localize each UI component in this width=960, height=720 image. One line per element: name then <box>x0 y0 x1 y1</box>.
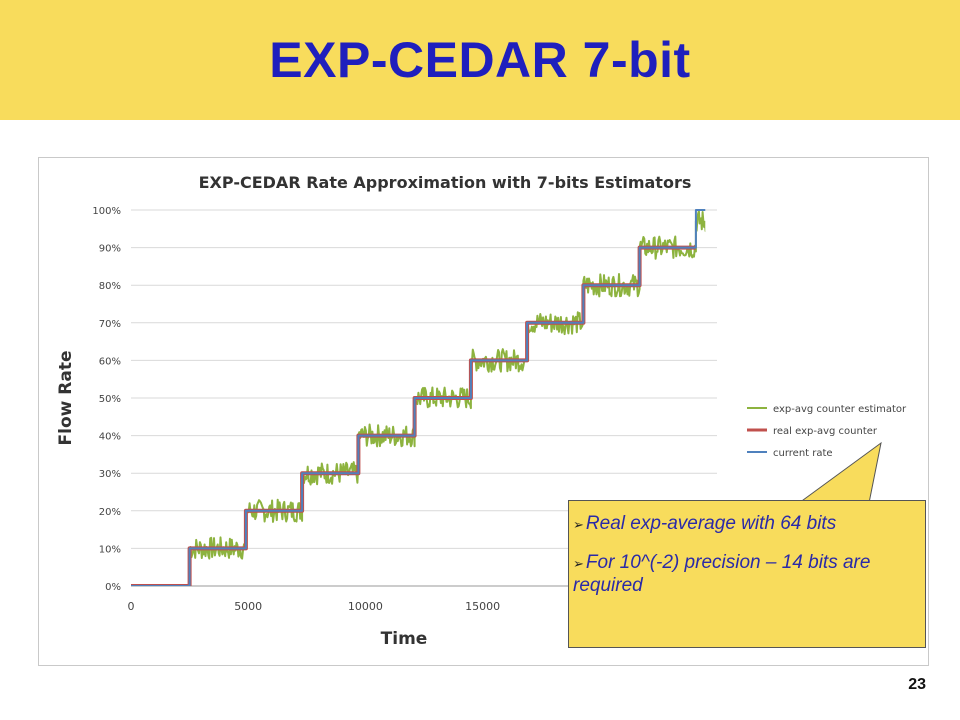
callout-bullet-1: ➢ Real exp-average with 64 bits <box>573 513 837 534</box>
series-line-1 <box>131 210 706 586</box>
x-tick-label: 0 <box>128 600 135 613</box>
title-banner <box>0 0 960 120</box>
y-tick-label: 100% <box>92 206 121 217</box>
y-tick-label: 60% <box>99 356 121 367</box>
y-tick-label: 40% <box>99 432 121 443</box>
page-number: 23 <box>908 676 926 693</box>
arrow-bullet-icon: ➢ <box>573 517 584 532</box>
x-tick-label: 10000 <box>348 600 383 613</box>
slide-title: EXP-CEDAR 7-bit <box>269 32 691 88</box>
arrow-bullet-icon: ➢ <box>573 556 584 571</box>
legend-label: current rate <box>773 448 833 459</box>
y-tick-label: 20% <box>99 507 121 518</box>
x-tick-label: 15000 <box>465 600 500 613</box>
x-tick-label: 5000 <box>234 600 262 613</box>
y-tick-label: 70% <box>99 319 121 330</box>
series-line-3 <box>131 209 706 586</box>
legend-label: real exp-avg counter <box>773 426 878 437</box>
x-axis-label: Time <box>381 629 428 649</box>
callout-box: ➢ Real exp-average with 64 bits ➢ For 10^(… <box>568 500 926 648</box>
callout-bullet-2: ➢ For 10^(-2) precision – 14 bits are req… <box>573 552 871 596</box>
y-tick-label: 90% <box>99 244 121 255</box>
y-tick-label: 50% <box>99 394 121 405</box>
y-tick-label: 80% <box>99 281 121 292</box>
legend-label: exp-avg counter estimator <box>773 404 907 415</box>
y-tick-label: 10% <box>99 544 121 555</box>
y-axis-label: Flow Rate <box>56 351 76 446</box>
chart-title: EXP-CEDAR Rate Approximation with 7-bits… <box>199 173 692 192</box>
y-tick-label: 0% <box>105 582 121 593</box>
y-tick-label: 30% <box>99 469 121 480</box>
